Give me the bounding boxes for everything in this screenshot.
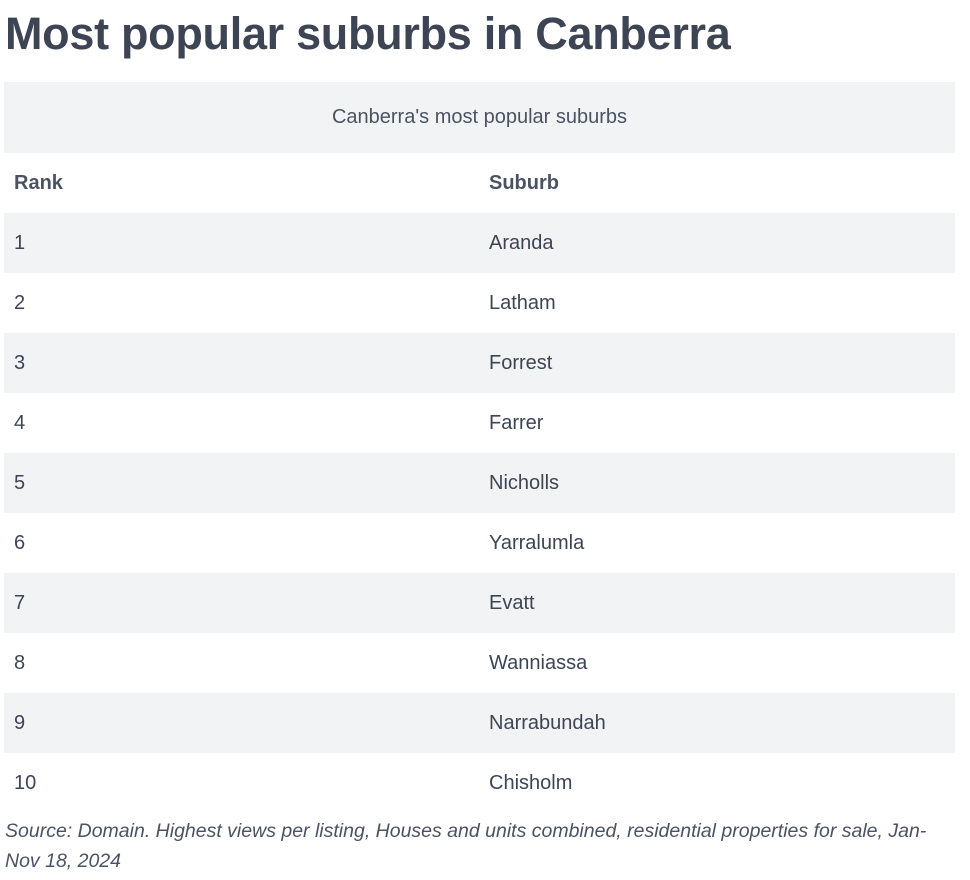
table-cell: Yarralumla <box>489 531 585 554</box>
table-body: 1 Aranda 2 Latham 3 Forrest 4 Farrer 5 Nicholls 6 Y… <box>4 213 955 813</box>
table-caption: Canberra's most popular suburbs <box>4 82 955 153</box>
table-cell: 4 <box>14 411 26 434</box>
table-cell: 1 <box>4 213 479 273</box>
table-cell: 9 <box>4 693 479 753</box>
table-cell: Forrest <box>479 333 955 393</box>
table-row: 1 Aranda <box>4 213 955 273</box>
table-cell: Nicholls <box>479 453 955 513</box>
table-cell: Chisholm <box>489 771 573 794</box>
table-cell: 8 <box>14 651 26 674</box>
source-note: Source: Domain. Highest views per listin… <box>5 820 927 872</box>
table-row: 10 Chisholm <box>4 753 955 813</box>
table-row: 5 Nicholls <box>4 453 955 513</box>
table-cell: Narrabundah <box>479 693 955 753</box>
header-row: Rank Suburb <box>4 153 955 213</box>
table-cell: 3 <box>4 333 479 393</box>
table-cell: Farrer <box>489 411 544 434</box>
table-cell: Evatt <box>479 573 955 633</box>
table-row: 4 Farrer <box>4 393 955 453</box>
table-row: 9 Narrabundah <box>4 693 955 753</box>
table-cell: Latham <box>489 291 556 314</box>
table-cell: 10 <box>14 771 37 794</box>
table-cell: Wanniassa <box>489 651 588 674</box>
table-cell: 7 <box>4 573 479 633</box>
table-cell: 6 <box>14 531 26 554</box>
table-cell: Aranda <box>479 213 955 273</box>
table-row: 7 Evatt <box>4 573 955 633</box>
table-cell: 5 <box>4 453 479 513</box>
table-head: Rank Suburb <box>4 153 955 213</box>
table-row: 3 Forrest <box>4 333 955 393</box>
table-cell: 2 <box>14 291 26 314</box>
suburb-table: Canberra's most popular suburbs Rank Subu… <box>4 82 955 813</box>
table-row: 2 Latham <box>4 273 955 333</box>
column-header: Suburb <box>489 171 559 194</box>
page-title: Most popular suburbs in Canberra <box>5 8 731 59</box>
column-header: Rank <box>14 171 63 194</box>
table-row: 8 Wanniassa <box>4 633 955 693</box>
table-row: 6 Yarralumla <box>4 513 955 573</box>
